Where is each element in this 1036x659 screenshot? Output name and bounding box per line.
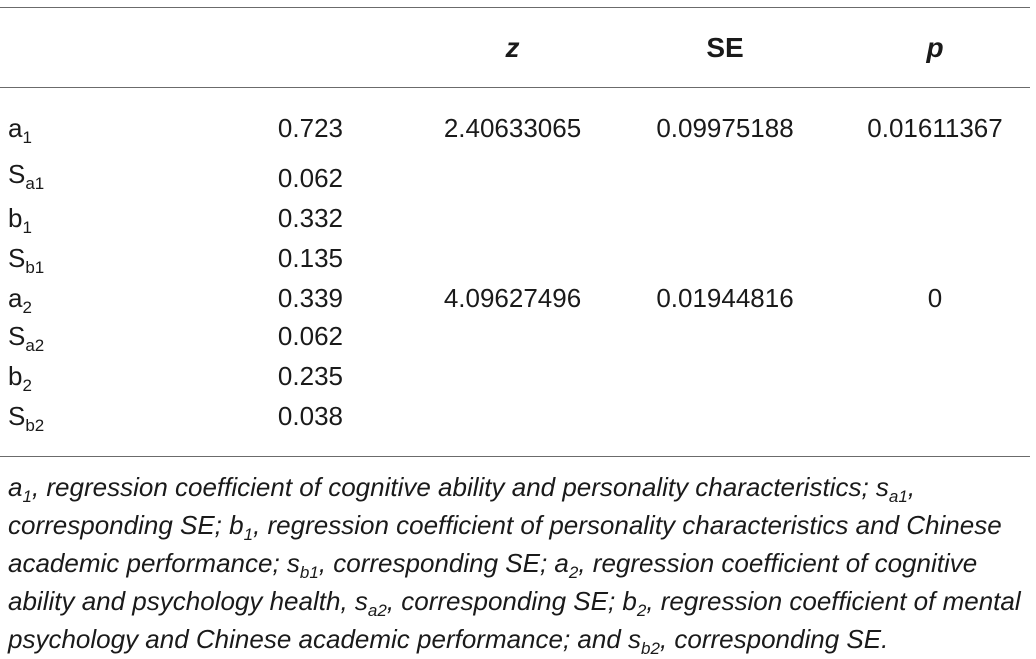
- table-rule-bottom: [0, 456, 1030, 457]
- footnote-text: psychology and Chinese academic performa…: [8, 624, 642, 654]
- row-label-base: S: [8, 401, 26, 431]
- cell-value: 0.235: [277, 361, 343, 391]
- footnote-text: academic performance; s: [8, 548, 300, 578]
- row-label-subscript: 1: [22, 218, 32, 237]
- row-label: Sa1: [8, 158, 45, 193]
- row-label-base: S: [8, 243, 26, 273]
- cell-value: 0.038: [277, 401, 343, 431]
- row-label-subscript: 2: [22, 376, 32, 395]
- footnote-line: corresponding SE; b1, regression coeffic…: [8, 506, 1032, 544]
- row-label-subscript: 1: [22, 128, 32, 147]
- footnote-subscript: a2: [367, 601, 387, 620]
- footnote-text: , corresponding SE; a: [318, 548, 569, 578]
- footnote-text: , regression coefficient of personality …: [253, 510, 1002, 540]
- cell-value: 0.723: [277, 113, 343, 143]
- row-label: Sb1: [8, 242, 45, 277]
- row-label-base: S: [8, 321, 26, 351]
- cell-value: 0.062: [277, 163, 343, 193]
- row-label-subscript: 2: [22, 298, 32, 317]
- footnote-line: academic performance; sb1, corresponding…: [8, 544, 1032, 582]
- footnote-subscript: a1: [888, 487, 908, 506]
- footnote-subscript: b2: [641, 639, 660, 658]
- cell-value: 0.135: [277, 243, 343, 273]
- cell-se: 0.01944816: [656, 283, 794, 313]
- row-label-subscript: b1: [25, 258, 45, 277]
- header-se: SE: [706, 32, 744, 63]
- footnote-text: , regression coefficient of cognitive: [578, 548, 978, 578]
- footnote-text: ability and psychology health, s: [8, 586, 368, 616]
- footnote-subscript: b1: [299, 563, 319, 582]
- cell-p: 0: [927, 283, 943, 313]
- footnote-text: , corresponding SE.: [659, 624, 889, 654]
- footnote-text: , regression coefficient of cognitive ab…: [31, 472, 889, 502]
- row-label-subscript: a1: [25, 174, 45, 193]
- footnote-subscript: 2: [636, 601, 647, 620]
- footnote-text: , regression coefficient of mental: [646, 586, 1021, 616]
- cell-p: 0.01611367: [867, 113, 1003, 143]
- cell-z: 2.40633065: [443, 113, 582, 143]
- cell-z: 4.09627496: [443, 283, 582, 313]
- cell-value: 0.332: [277, 203, 343, 233]
- footnote-text: ,: [907, 472, 916, 502]
- footnote-text: , corresponding SE; b: [386, 586, 637, 616]
- row-label-subscript: b2: [25, 416, 45, 435]
- footnote-text: a: [8, 472, 23, 502]
- footnote-subscript: 2: [568, 563, 579, 582]
- row-label-base: b: [8, 361, 23, 391]
- footnote-line: psychology and Chinese academic performa…: [8, 620, 1032, 658]
- footnote-subscript: 1: [22, 487, 32, 506]
- table-rule-top: [0, 7, 1030, 8]
- footnote-line: ability and psychology health, sa2, corr…: [8, 582, 1032, 620]
- row-label: Sb2: [8, 400, 45, 435]
- row-label-subscript: a2: [25, 336, 45, 355]
- footnote-subscript: 1: [243, 525, 254, 544]
- row-label: b2: [8, 360, 32, 395]
- cell-se: 0.09975188: [656, 113, 794, 143]
- footnote-line: a1, regression coefficient of cognitive …: [8, 468, 1032, 506]
- footnote-text: corresponding SE; b: [8, 510, 244, 540]
- row-label-base: b: [8, 203, 23, 233]
- row-label-base: a: [8, 283, 23, 313]
- cell-value: 0.062: [277, 321, 343, 351]
- row-label-base: S: [8, 159, 26, 189]
- table-rule-mid: [0, 87, 1030, 88]
- row-label: Sa2: [8, 320, 45, 355]
- cell-value: 0.339: [277, 283, 343, 313]
- row-label: a1: [8, 112, 32, 147]
- row-label-base: a: [8, 113, 23, 143]
- row-label: a2: [8, 282, 32, 317]
- row-label: b1: [8, 202, 32, 237]
- table-footnote: a1, regression coefficient of cognitive …: [8, 468, 1032, 658]
- header-z: z: [505, 32, 520, 63]
- header-p: p: [926, 32, 944, 63]
